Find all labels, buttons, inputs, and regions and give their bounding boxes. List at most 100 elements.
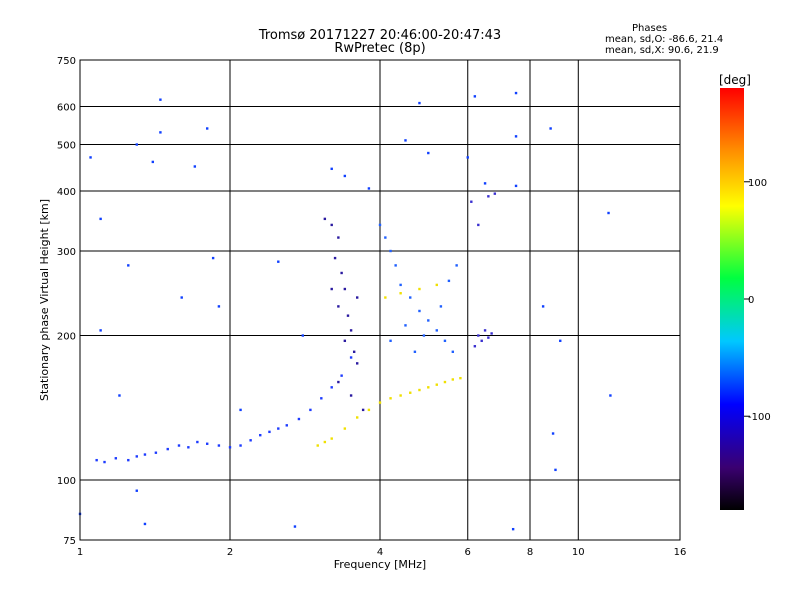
- data-point: [470, 200, 473, 203]
- data-point: [435, 283, 438, 287]
- data-point: [337, 305, 340, 308]
- data-point: [154, 451, 158, 454]
- data-point: [239, 444, 242, 447]
- data-point: [343, 174, 347, 178]
- data-point: [135, 489, 138, 492]
- y-tick-label: 400: [57, 187, 76, 198]
- data-point: [609, 394, 612, 397]
- data-point: [427, 319, 430, 322]
- data-point: [249, 439, 252, 442]
- data-point: [135, 455, 138, 458]
- data-point: [514, 184, 518, 188]
- data-point: [487, 336, 490, 339]
- colorbar-label: [deg]: [719, 73, 751, 87]
- data-point: [551, 432, 555, 435]
- data-point: [443, 339, 447, 343]
- y-tick-label: 750: [57, 56, 76, 67]
- x-tick-label: 2: [227, 547, 233, 558]
- data-point: [320, 397, 323, 400]
- data-point: [459, 376, 462, 380]
- data-point: [316, 444, 319, 447]
- data-point: [483, 329, 487, 332]
- data-point: [330, 437, 333, 440]
- data-point: [180, 296, 183, 299]
- data-point: [399, 292, 402, 295]
- data-point: [378, 223, 382, 227]
- colorbar-tick-label: 100: [748, 178, 767, 189]
- data-point: [418, 388, 421, 392]
- data-point: [355, 416, 359, 419]
- data-point: [447, 279, 451, 283]
- data-point: [343, 287, 347, 291]
- data-point: [361, 408, 365, 412]
- data-point: [554, 468, 557, 472]
- y-tick-label: 100: [57, 476, 76, 487]
- x-axis-label: Frequency [MHz]: [334, 558, 426, 571]
- y-tick-label: 600: [57, 103, 76, 114]
- data-point: [349, 329, 353, 332]
- data-point: [514, 135, 518, 138]
- data-point: [346, 314, 350, 317]
- data-point: [367, 408, 371, 412]
- data-point: [340, 271, 343, 275]
- data-point: [399, 394, 402, 397]
- data-point: [211, 256, 215, 260]
- grid-layer: [80, 60, 680, 540]
- data-point: [228, 446, 232, 449]
- data-point: [466, 156, 469, 159]
- data-point: [135, 143, 138, 146]
- data-point: [330, 386, 333, 389]
- data-point: [418, 287, 421, 291]
- data-point: [559, 339, 562, 343]
- data-point: [143, 453, 147, 456]
- x-tick-label: 16: [674, 547, 687, 558]
- data-point: [413, 350, 417, 353]
- data-point: [193, 165, 197, 168]
- data-point: [323, 217, 327, 221]
- data-point: [151, 160, 155, 164]
- data-point: [259, 433, 262, 437]
- data-point: [409, 296, 412, 299]
- data-point: [285, 424, 288, 427]
- data-point: [473, 345, 477, 348]
- y-tick-label: 300: [57, 247, 76, 258]
- data-point: [483, 182, 487, 185]
- data-point: [95, 458, 98, 462]
- data-point: [451, 378, 455, 381]
- data-point: [355, 362, 359, 365]
- y-tick-label: 75: [63, 536, 76, 547]
- data-point: [384, 296, 387, 299]
- data-point: [330, 223, 333, 227]
- data-point: [451, 350, 455, 353]
- data-point: [330, 287, 333, 291]
- data-point: [352, 350, 356, 353]
- data-point: [217, 305, 221, 308]
- data-point: [268, 430, 271, 434]
- phase-stats-heading: Phases: [632, 23, 668, 34]
- data-point: [389, 397, 392, 400]
- y-tick-label: 200: [57, 332, 76, 343]
- data-points-layer: [78, 91, 612, 531]
- data-point: [330, 167, 333, 171]
- data-point: [477, 223, 480, 227]
- data-point: [217, 444, 221, 447]
- x-tick-label: 1: [77, 547, 83, 558]
- data-point: [349, 394, 353, 397]
- data-point: [159, 98, 162, 101]
- data-point: [343, 339, 347, 343]
- data-point: [323, 440, 327, 444]
- data-point: [340, 374, 343, 377]
- data-point: [389, 249, 392, 253]
- phase-stats-x-mode: mean, sd,X: 90.6, 21.9: [605, 45, 719, 56]
- data-point: [490, 332, 493, 335]
- data-point: [409, 391, 412, 394]
- data-point: [404, 139, 407, 142]
- data-point: [514, 91, 518, 95]
- data-point: [439, 305, 443, 308]
- data-point: [89, 156, 92, 159]
- plot-frame: [79, 59, 681, 541]
- data-point: [477, 334, 480, 337]
- data-point: [435, 329, 438, 332]
- data-point: [99, 329, 102, 332]
- data-point: [159, 131, 162, 134]
